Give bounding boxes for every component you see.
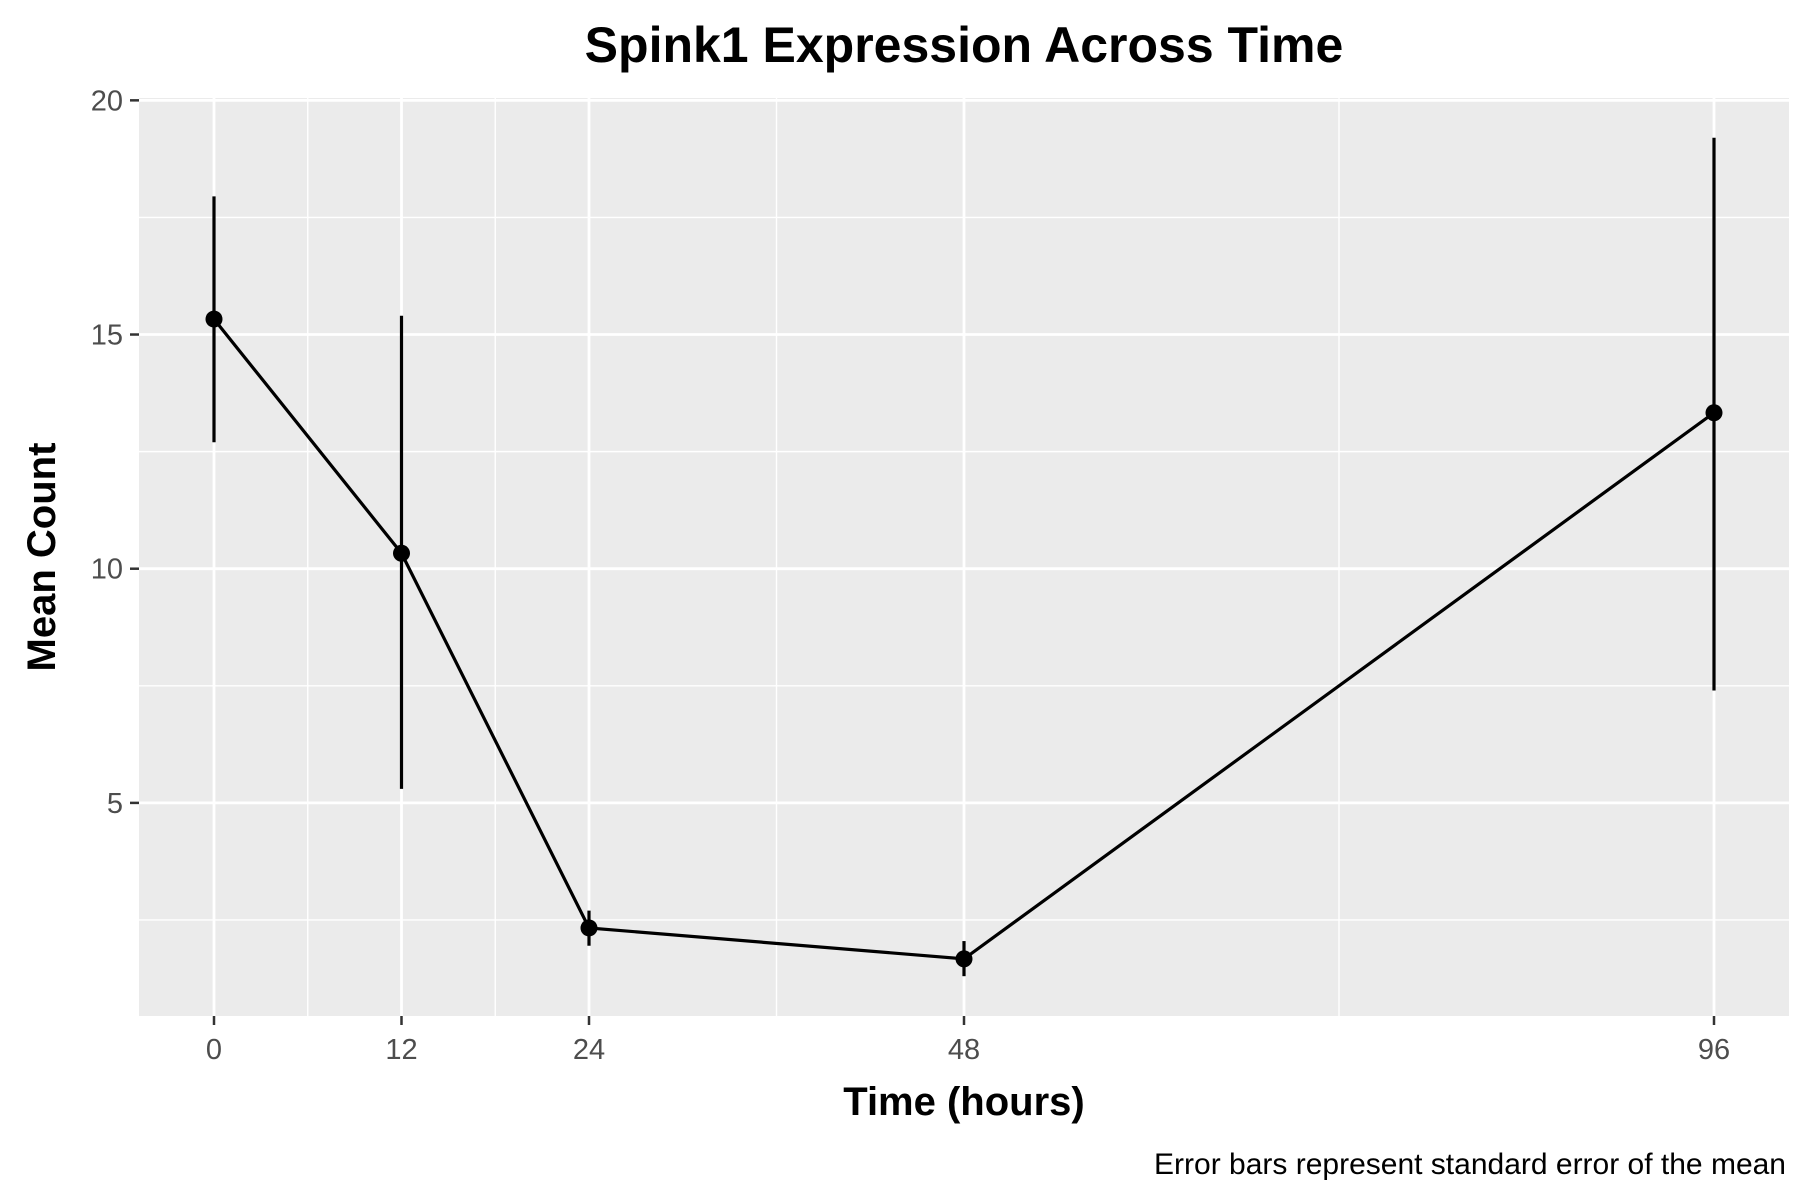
data-point <box>205 310 223 328</box>
chart-title: Spink1 Expression Across Time <box>585 17 1344 73</box>
x-tick-label: 48 <box>948 1034 980 1066</box>
y-axis: 5 10 15 20 <box>91 85 139 820</box>
y-tick-label: 5 <box>107 788 123 820</box>
data-point <box>393 544 410 562</box>
chart-caption: Error bars represent standard error of t… <box>1154 1148 1786 1181</box>
data-points <box>205 310 1723 968</box>
x-axis: 0 12 24 48 96 <box>206 1016 1730 1066</box>
y-tick-label: 15 <box>91 320 123 352</box>
x-tick-label: 0 <box>206 1034 222 1066</box>
x-tick-label: 24 <box>573 1034 605 1066</box>
x-tick-label: 12 <box>385 1034 417 1066</box>
y-tick-label: 10 <box>91 554 123 586</box>
y-tick-label: 20 <box>91 85 123 117</box>
data-point <box>580 919 598 937</box>
x-tick-label: 96 <box>1698 1034 1730 1066</box>
y-axis-title: Mean Count <box>20 443 64 672</box>
x-axis-title: Time (hours) <box>843 1080 1085 1124</box>
data-point <box>1705 404 1723 422</box>
data-point <box>955 950 973 968</box>
